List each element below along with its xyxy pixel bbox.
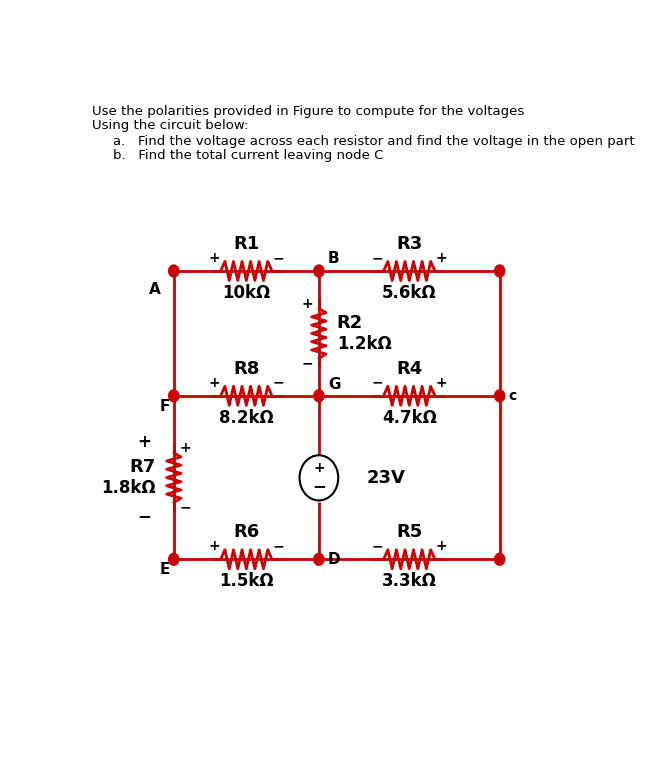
Text: R1: R1	[233, 235, 260, 253]
Text: R3: R3	[396, 235, 422, 253]
Circle shape	[169, 390, 179, 401]
Text: A: A	[148, 282, 160, 296]
Text: −: −	[137, 507, 151, 525]
Text: Using the circuit below:: Using the circuit below:	[92, 119, 249, 132]
Text: a.   Find the voltage across each resistor and find the voltage in the open part: a. Find the voltage across each resistor…	[113, 135, 634, 148]
Circle shape	[314, 554, 324, 565]
Text: +: +	[209, 539, 221, 554]
Text: 4.7kΩ: 4.7kΩ	[382, 409, 437, 427]
Text: +: +	[313, 462, 325, 476]
Text: R4: R4	[396, 360, 422, 378]
Text: −: −	[272, 251, 284, 265]
Text: F: F	[160, 399, 170, 414]
Circle shape	[495, 390, 505, 401]
Text: G: G	[328, 378, 340, 392]
Circle shape	[169, 554, 179, 565]
Text: 23V: 23V	[366, 469, 405, 487]
Text: −: −	[302, 356, 313, 370]
Text: +: +	[435, 376, 447, 390]
Text: +: +	[179, 441, 191, 455]
Circle shape	[314, 390, 324, 401]
Text: +: +	[209, 251, 221, 265]
Text: +: +	[137, 433, 151, 451]
Text: B: B	[328, 251, 340, 266]
Text: R5: R5	[396, 523, 422, 541]
Text: −: −	[179, 500, 191, 514]
Text: 1.8kΩ: 1.8kΩ	[101, 479, 156, 497]
Text: 3.3kΩ: 3.3kΩ	[382, 572, 437, 591]
Text: 5.6kΩ: 5.6kΩ	[382, 284, 437, 302]
Text: R2: R2	[337, 313, 363, 332]
Text: R8: R8	[233, 360, 260, 378]
Text: 10kΩ: 10kΩ	[222, 284, 271, 302]
Text: b.   Find the total current leaving node C: b. Find the total current leaving node C	[113, 148, 383, 161]
Text: −: −	[272, 539, 284, 554]
Text: −: −	[312, 477, 326, 496]
Text: E: E	[160, 562, 170, 577]
Circle shape	[495, 265, 505, 277]
Text: −: −	[372, 376, 384, 390]
Text: D: D	[328, 552, 341, 567]
Text: R7: R7	[129, 458, 156, 476]
Text: −: −	[372, 539, 384, 554]
Text: +: +	[209, 376, 221, 390]
Circle shape	[495, 554, 505, 565]
Text: 8.2kΩ: 8.2kΩ	[219, 409, 274, 427]
Text: −: −	[272, 376, 284, 390]
Circle shape	[314, 265, 324, 277]
Circle shape	[169, 265, 179, 277]
Text: +: +	[302, 296, 313, 310]
Text: R6: R6	[233, 523, 260, 541]
Text: +: +	[435, 251, 447, 265]
Text: Use the polarities provided in Figure to compute for the voltages: Use the polarities provided in Figure to…	[92, 104, 524, 117]
Text: 1.5kΩ: 1.5kΩ	[219, 572, 274, 591]
Text: c: c	[509, 389, 517, 403]
Text: 1.2kΩ: 1.2kΩ	[337, 335, 392, 353]
Text: −: −	[372, 251, 384, 265]
Text: +: +	[435, 539, 447, 554]
